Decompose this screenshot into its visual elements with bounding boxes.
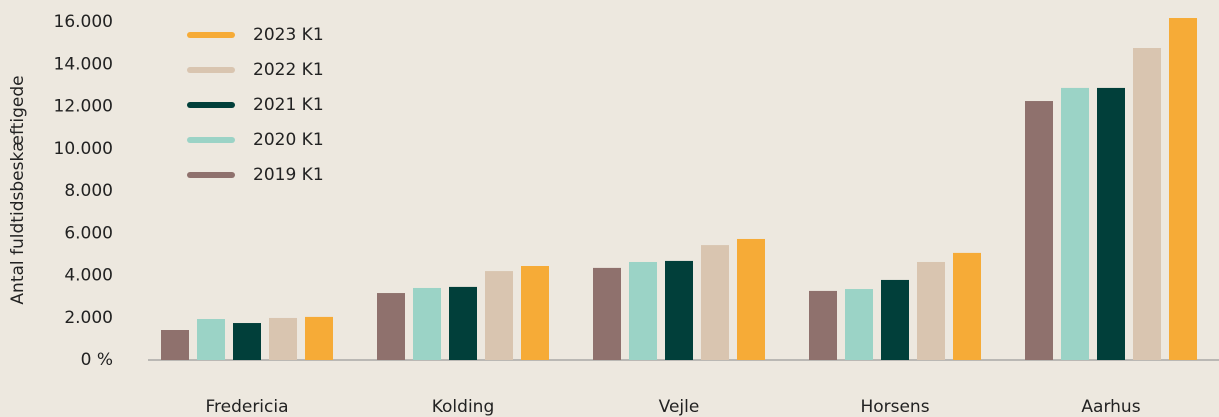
bar xyxy=(665,260,693,360)
bar xyxy=(917,261,945,360)
y-tick-label: 0 % xyxy=(81,350,113,370)
legend-label: 2023 K1 xyxy=(253,25,324,45)
bar xyxy=(449,286,477,360)
bar xyxy=(1097,87,1125,361)
y-tick-label: 8.000 xyxy=(64,181,113,201)
bar xyxy=(881,279,909,360)
x-tick-label: Horsens xyxy=(860,397,929,417)
bar xyxy=(809,290,837,360)
bar xyxy=(377,293,405,360)
legend-label: 2019 K1 xyxy=(253,165,324,185)
bar xyxy=(845,289,873,360)
bar xyxy=(305,316,333,360)
bar xyxy=(629,261,657,360)
legend-label: 2022 K1 xyxy=(253,60,324,80)
legend-label: 2021 K1 xyxy=(253,95,324,115)
bar xyxy=(1169,18,1197,361)
bar xyxy=(161,330,189,360)
y-tick-label: 6.000 xyxy=(64,223,113,243)
bar xyxy=(1025,101,1053,360)
y-tick-label: 16.000 xyxy=(54,12,113,32)
bar xyxy=(701,245,729,360)
x-tick-label: Vejle xyxy=(659,397,700,417)
bar xyxy=(1061,87,1089,361)
x-tick-label: Kolding xyxy=(432,397,495,417)
y-tick-label: 10.000 xyxy=(54,139,113,159)
bar xyxy=(233,323,261,360)
bar xyxy=(521,266,549,360)
bar xyxy=(953,252,981,360)
bar xyxy=(197,319,225,360)
bar xyxy=(269,317,297,360)
y-tick-label: 4.000 xyxy=(64,266,113,286)
bar xyxy=(413,287,441,360)
y-axis-label: Antal fuldtidsbeskæftigede xyxy=(8,75,28,304)
bar xyxy=(485,271,513,360)
bar xyxy=(593,267,621,360)
y-tick-label: 2.000 xyxy=(64,308,113,328)
bar xyxy=(1133,48,1161,361)
legend-label: 2020 K1 xyxy=(253,130,324,150)
x-tick-label: Aarhus xyxy=(1081,397,1140,417)
x-tick-label: Fredericia xyxy=(205,397,288,417)
bar xyxy=(737,238,765,360)
y-tick-label: 14.000 xyxy=(54,54,113,74)
y-tick-label: 12.000 xyxy=(54,97,113,117)
